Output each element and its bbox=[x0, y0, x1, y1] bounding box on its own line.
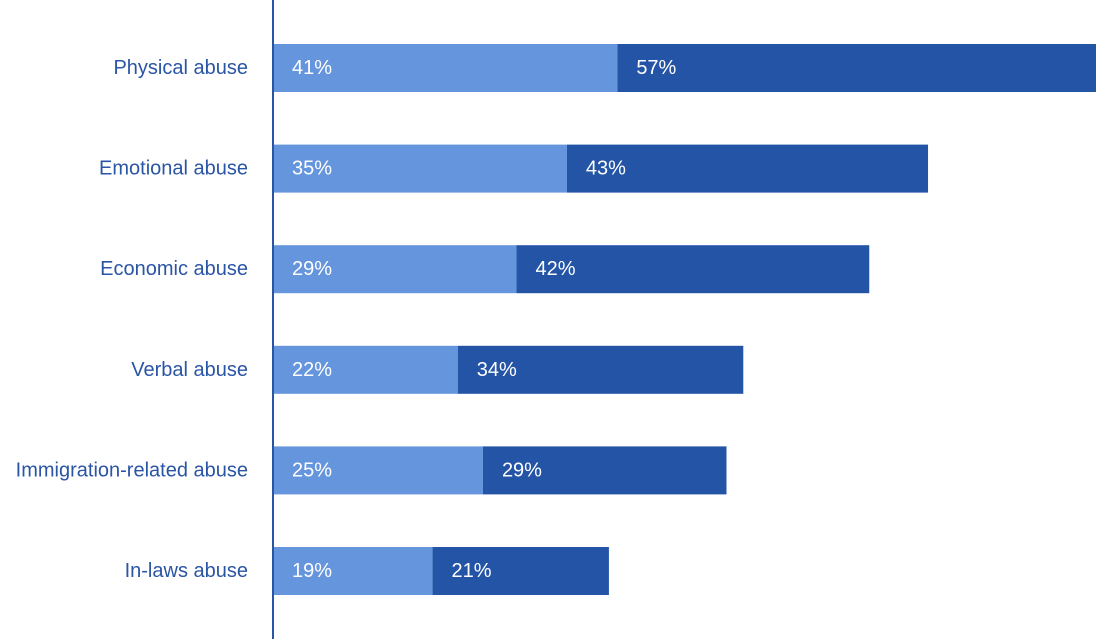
category-label-economic-abuse: Economic abuse bbox=[100, 258, 248, 280]
data-label-in-laws-abuse-segment-1: 19% bbox=[292, 560, 332, 582]
data-label-in-laws-abuse-segment-2: 21% bbox=[452, 560, 492, 582]
bar-emotional-abuse-segment-2 bbox=[566, 144, 929, 193]
category-label-verbal-abuse: Verbal abuse bbox=[131, 359, 248, 381]
data-label-immigration-related-abuse-segment-2: 29% bbox=[502, 459, 542, 481]
bar-physical-abuse-segment-1 bbox=[273, 44, 618, 92]
category-label-physical-abuse: Physical abuse bbox=[113, 57, 248, 79]
bar-economic-abuse-segment-2 bbox=[516, 245, 870, 294]
category-label-immigration-related-abuse: Immigration-related abuse bbox=[16, 459, 248, 481]
data-label-emotional-abuse-segment-2: 43% bbox=[586, 158, 626, 180]
data-label-emotional-abuse-segment-1: 35% bbox=[292, 158, 332, 180]
data-label-physical-abuse-segment-1: 41% bbox=[292, 57, 332, 79]
category-label-in-laws-abuse: In-laws abuse bbox=[125, 560, 248, 582]
category-labels-group: Physical abuse Emotional abuse Economic ab… bbox=[16, 57, 248, 582]
data-label-verbal-abuse-segment-2: 34% bbox=[477, 359, 517, 381]
value-labels-group: 41% 57% 35% 43% 29% 42% 22% 34% 25% 29% 19% 21% bbox=[292, 57, 677, 582]
bar-immigration-related-abuse-segment-2 bbox=[482, 446, 727, 495]
data-label-physical-abuse-segment-2: 57% bbox=[636, 57, 676, 79]
bars-group bbox=[273, 44, 1096, 595]
bar-verbal-abuse-segment-2 bbox=[457, 345, 744, 394]
data-label-verbal-abuse-segment-1: 22% bbox=[292, 359, 332, 381]
bar-in-laws-abuse-segment-2 bbox=[432, 547, 609, 595]
bar-emotional-abuse-segment-1 bbox=[273, 144, 567, 193]
data-label-economic-abuse-segment-1: 29% bbox=[292, 258, 332, 280]
bar-immigration-related-abuse-segment-1 bbox=[273, 446, 483, 495]
bar-physical-abuse-segment-2 bbox=[617, 44, 1096, 92]
bar-verbal-abuse-segment-1 bbox=[273, 345, 458, 394]
bar-in-laws-abuse-segment-1 bbox=[273, 547, 433, 595]
category-label-emotional-abuse: Emotional abuse bbox=[99, 158, 248, 180]
data-label-immigration-related-abuse-segment-1: 25% bbox=[292, 459, 332, 481]
data-label-economic-abuse-segment-2: 42% bbox=[536, 258, 576, 280]
bar-economic-abuse-segment-1 bbox=[273, 245, 517, 294]
